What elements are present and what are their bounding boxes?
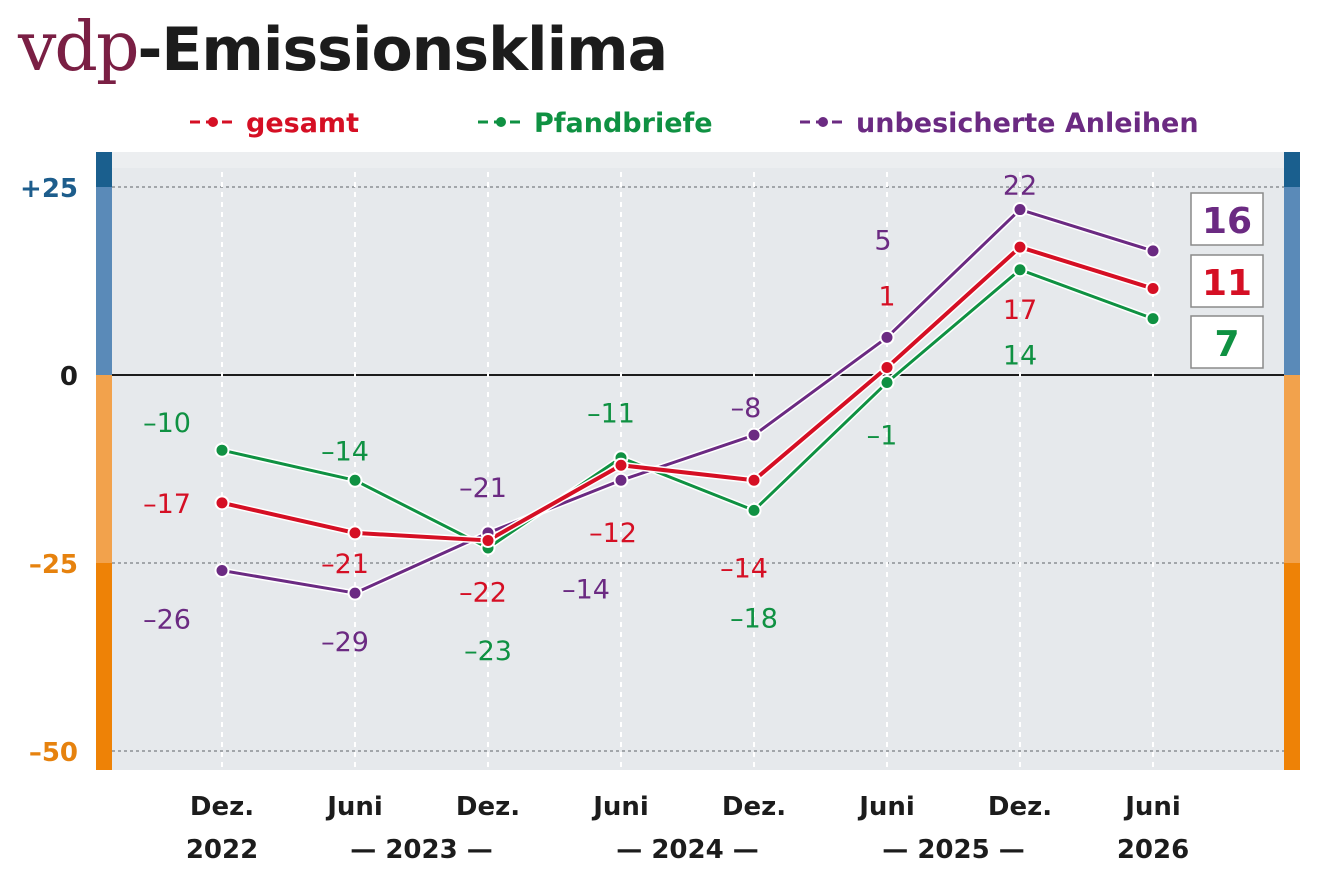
series-line-Pfandbriefe: [221, 268, 1154, 550]
title-brand: vdp: [18, 8, 139, 87]
latest-value-box: [1190, 192, 1264, 246]
legend-swatch-dot: [208, 117, 218, 127]
plot-background: [112, 152, 1284, 770]
left-band-positive: [96, 187, 112, 375]
data-point: [1012, 239, 1028, 255]
x-tick-label: Juni: [591, 792, 649, 822]
y-tick-label: –25: [29, 550, 78, 580]
data-point: [1145, 281, 1161, 297]
x-year-label: 2022: [186, 835, 258, 865]
y-tick-label: +25: [20, 174, 78, 204]
right-band-negative: [1284, 563, 1300, 770]
x-tick-label: Dez.: [722, 792, 786, 822]
series-line-gesamt: [221, 245, 1154, 543]
x-tick-label: Dez.: [988, 792, 1052, 822]
data-point: [1012, 262, 1028, 278]
data-label: –17: [143, 489, 191, 520]
x-tick-label: Juni: [325, 792, 383, 822]
data-point: [347, 585, 363, 601]
latest-value-label: 16: [1202, 201, 1252, 242]
legend-label: Pfandbriefe: [534, 108, 713, 139]
chart-title: vdp -Emissionsklima: [18, 8, 668, 98]
data-label: –14: [720, 553, 768, 584]
data-label: –12: [589, 518, 637, 549]
right-band-positive: [1284, 187, 1300, 375]
x-year-label: 2026: [1117, 835, 1189, 865]
data-point: [1145, 311, 1161, 327]
data-label: –11: [587, 399, 635, 430]
data-point: [214, 442, 230, 458]
data-label: –14: [321, 436, 369, 467]
data-label: 5: [874, 225, 891, 256]
data-point: [214, 563, 230, 579]
data-label: 1: [878, 281, 895, 312]
data-point: [746, 502, 762, 518]
x-year-label: — 2023 —: [350, 835, 492, 865]
data-point: [879, 359, 895, 375]
left-band-negative: [96, 563, 112, 770]
data-point: [347, 472, 363, 488]
legend-label: gesamt: [246, 108, 359, 139]
x-tick-label: Juni: [1123, 792, 1181, 822]
data-point: [480, 532, 496, 548]
data-label: –29: [321, 627, 369, 658]
x-tick-label: Dez.: [190, 792, 254, 822]
left-band-top: [96, 152, 112, 187]
data-label: –14: [562, 574, 610, 605]
data-point: [1145, 243, 1161, 259]
data-label: –18: [730, 603, 778, 634]
data-point: [214, 495, 230, 511]
data-point: [879, 375, 895, 391]
title-main: -Emissionsklima: [137, 15, 668, 85]
data-point: [746, 472, 762, 488]
legend-swatch-dot: [496, 117, 506, 127]
latest-value-box: [1190, 254, 1264, 308]
data-point: [347, 525, 363, 541]
x-year-label: — 2025 —: [882, 835, 1024, 865]
data-point: [879, 329, 895, 345]
latest-value-label: 11: [1202, 263, 1252, 304]
data-point: [613, 472, 629, 488]
latest-value-box: [1190, 315, 1264, 369]
data-label: –8: [731, 393, 762, 424]
y-tick-label: 0: [60, 362, 78, 392]
legend-swatch-dot: [818, 117, 828, 127]
data-label: –21: [459, 473, 507, 504]
data-label: 14: [1003, 341, 1037, 372]
data-point: [1012, 202, 1028, 218]
data-point: [746, 427, 762, 443]
data-label: –10: [143, 408, 191, 439]
series-line-unbesicherte Anleihen: [221, 208, 1154, 595]
right-band-negative-light: [1284, 375, 1300, 563]
data-label: –1: [867, 421, 898, 452]
plot-top-fade: [112, 152, 1284, 168]
data-label: –21: [321, 549, 369, 580]
data-label: –22: [459, 577, 507, 608]
data-point: [613, 457, 629, 473]
x-year-label: — 2024 —: [616, 835, 758, 865]
data-label: 17: [1003, 295, 1037, 326]
x-tick-label: Juni: [857, 792, 915, 822]
data-label: –23: [464, 636, 512, 667]
legend-label: unbesicherte Anleihen: [856, 108, 1199, 139]
right-band-top: [1284, 152, 1300, 187]
y-tick-label: –50: [29, 738, 78, 768]
left-band-negative-light: [96, 375, 112, 563]
data-label: 22: [1003, 171, 1037, 202]
data-label: –26: [143, 605, 191, 636]
latest-value-label: 7: [1214, 324, 1239, 365]
x-tick-label: Dez.: [456, 792, 520, 822]
